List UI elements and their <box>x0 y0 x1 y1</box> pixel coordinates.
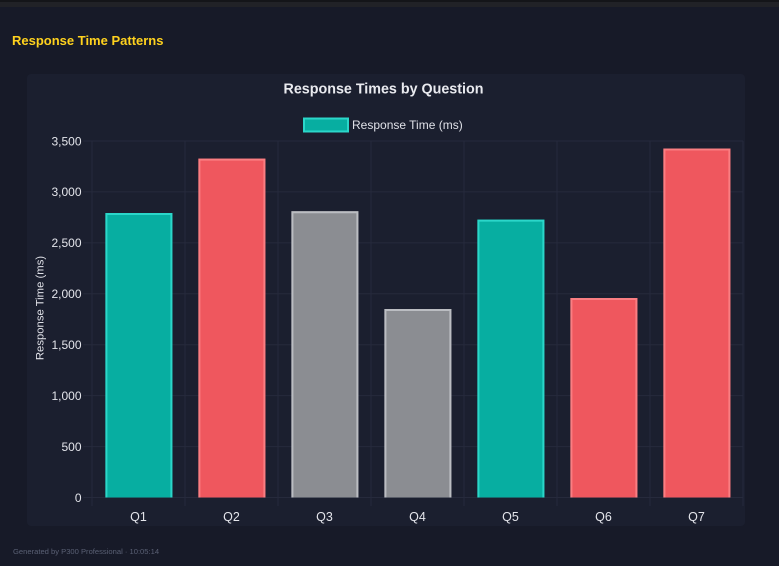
svg-text:Q1: Q1 <box>130 510 147 524</box>
svg-text:1,000: 1,000 <box>51 389 81 403</box>
svg-text:Q4: Q4 <box>409 510 426 524</box>
svg-text:3,000: 3,000 <box>51 185 81 199</box>
svg-text:3,500: 3,500 <box>51 134 81 148</box>
svg-text:Response Time (ms): Response Time (ms) <box>352 118 463 132</box>
svg-text:500: 500 <box>61 440 81 454</box>
svg-text:Q7: Q7 <box>688 510 705 524</box>
svg-text:Q5: Q5 <box>502 510 519 524</box>
svg-text:Response Time (ms): Response Time (ms) <box>35 256 47 360</box>
svg-text:0: 0 <box>75 491 82 505</box>
svg-text:Response Times by Question: Response Times by Question <box>284 82 484 98</box>
svg-text:2,500: 2,500 <box>51 236 81 250</box>
svg-text:Q6: Q6 <box>595 510 612 524</box>
svg-text:Q2: Q2 <box>223 510 240 524</box>
svg-text:Q3: Q3 <box>316 510 333 524</box>
svg-text:1,500: 1,500 <box>51 338 81 352</box>
svg-text:2,000: 2,000 <box>51 287 81 301</box>
